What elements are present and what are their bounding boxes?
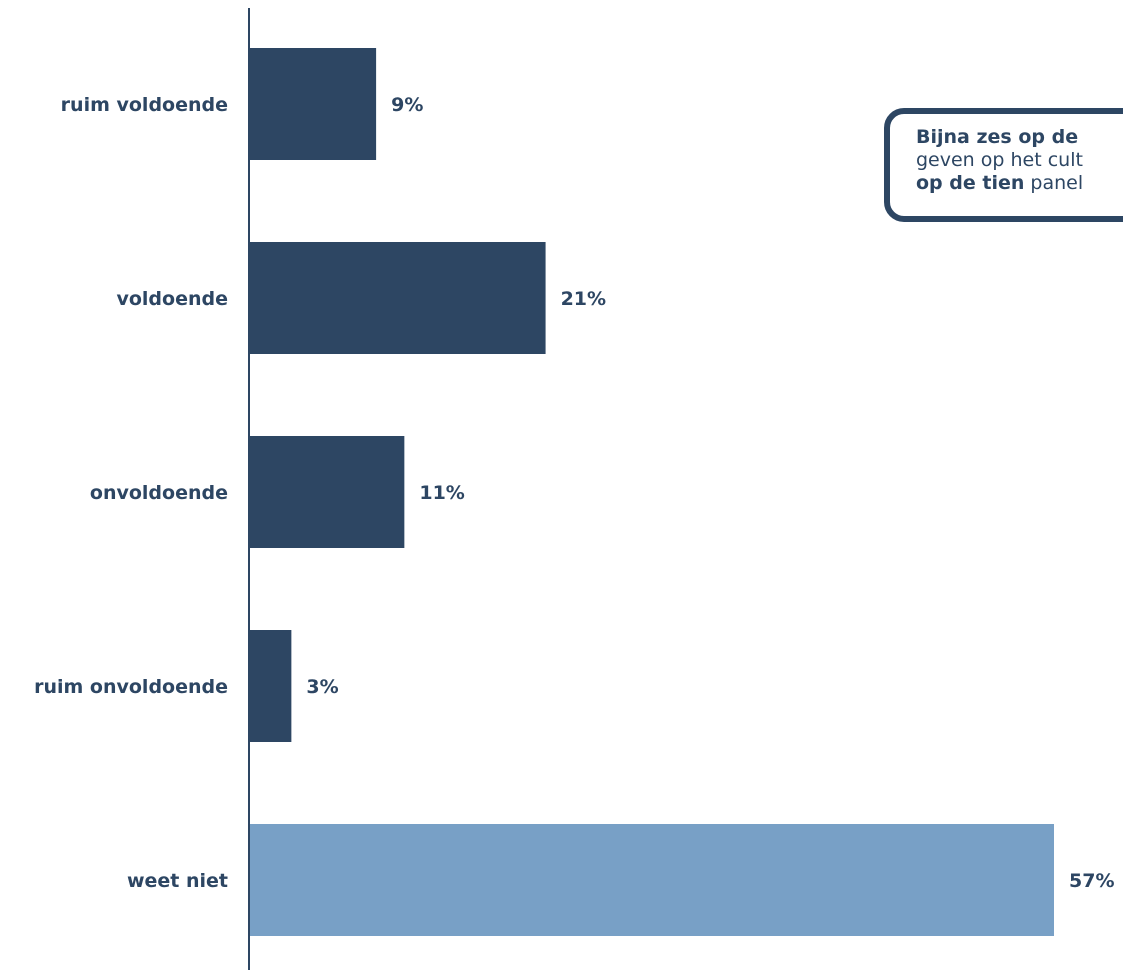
category-label-ruim-voldoende: ruim voldoende <box>61 94 228 116</box>
value-label-ruim-voldoende: 9% <box>391 94 423 116</box>
callout-line-1-bold: Bijna zes op de <box>916 126 1079 148</box>
bar-ruim-voldoende <box>249 48 377 160</box>
callout-line-2-text: geven op het cult <box>916 149 1083 171</box>
value-label-ruim-onvoldoende: 3% <box>306 676 338 698</box>
callout-line-1: Bijna zes op de <box>916 126 1123 149</box>
callout-line-3-bold: op de tien <box>916 172 1025 194</box>
category-label-voldoende: voldoende <box>116 288 228 310</box>
category-label-onvoldoende: onvoldoende <box>90 482 228 504</box>
value-label-weet-niet: 57% <box>1069 870 1114 892</box>
callout-box: Bijna zes op de geven op het cult op de … <box>884 108 1123 222</box>
callout-line-3: op de tien panel <box>916 172 1123 195</box>
bar-voldoende <box>249 242 546 354</box>
bar-ruim-onvoldoende <box>249 630 292 742</box>
value-label-voldoende: 21% <box>561 288 606 310</box>
callout-line-2: geven op het cult <box>916 149 1123 172</box>
value-label-onvoldoende: 11% <box>419 482 464 504</box>
category-label-weet-niet: weet niet <box>127 870 228 892</box>
callout-line-3-text: panel <box>1024 172 1084 194</box>
bar-onvoldoende <box>249 436 405 548</box>
bar-weet-niet <box>249 824 1054 936</box>
category-label-ruim-onvoldoende: ruim onvoldoende <box>34 676 228 698</box>
